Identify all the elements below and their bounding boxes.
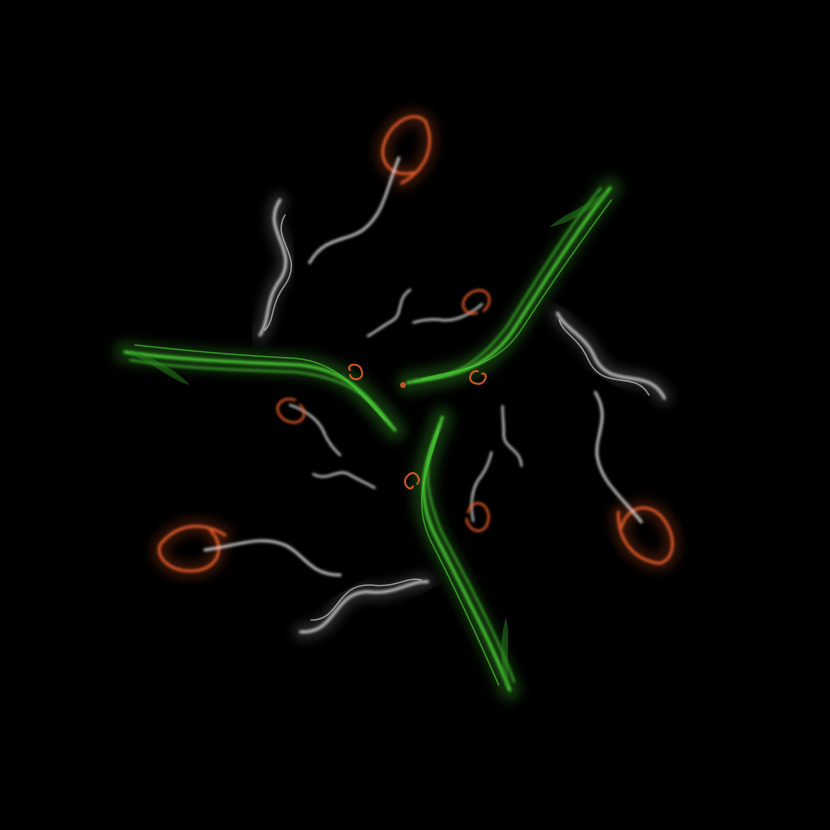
center-ember — [400, 382, 406, 388]
